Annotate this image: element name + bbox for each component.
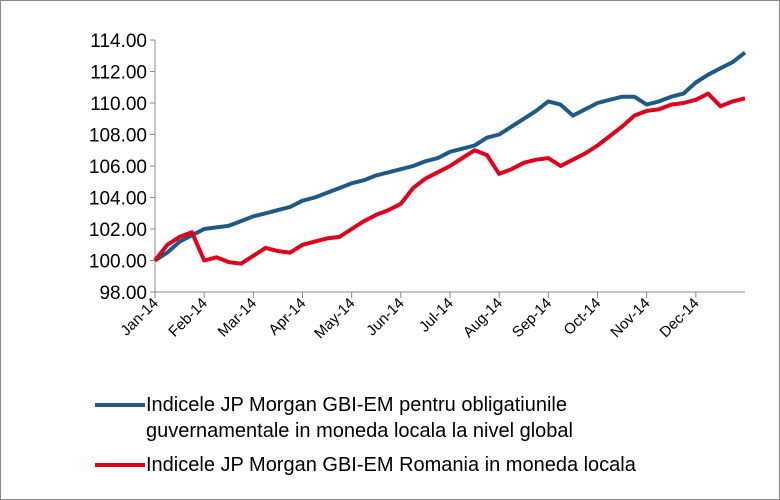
x-tick-label: Mar-14	[215, 295, 261, 341]
y-tick-label: 106.00	[89, 157, 147, 178]
x-tick-label: Oct-14	[560, 295, 604, 339]
x-tick-label: May-14	[311, 295, 358, 342]
y-tick-label: 114.00	[90, 31, 147, 52]
y-tick-label: 112.00	[90, 63, 147, 84]
x-tick-label: Jun-14	[363, 295, 407, 339]
series-line	[153, 51, 747, 263]
x-tick-label: Dec-14	[656, 295, 702, 341]
x-tick-label: Jul-14	[416, 295, 457, 336]
x-tick-label: Apr-14	[265, 295, 309, 339]
x-tick-label: Aug-14	[460, 295, 506, 341]
legend-label: Indicele JP Morgan GBI-EM pentru obligat…	[146, 394, 573, 442]
x-tick-label: Sep-14	[509, 295, 555, 341]
y-tick-label: 100.00	[89, 252, 147, 273]
legend-label: Indicele JP Morgan GBI-EM Romania in mon…	[146, 454, 636, 476]
y-tick-label: 104.00	[89, 189, 147, 210]
x-tick-label: Nov-14	[607, 295, 653, 341]
y-tick-label: 102.00	[89, 220, 147, 241]
y-tick-label: 110.00	[90, 94, 147, 115]
y-tick-label: 108.00	[89, 126, 147, 147]
y-tick-label: 98.00	[99, 283, 147, 304]
series-line	[153, 91, 746, 266]
x-tick-label: Feb-14	[165, 295, 211, 341]
